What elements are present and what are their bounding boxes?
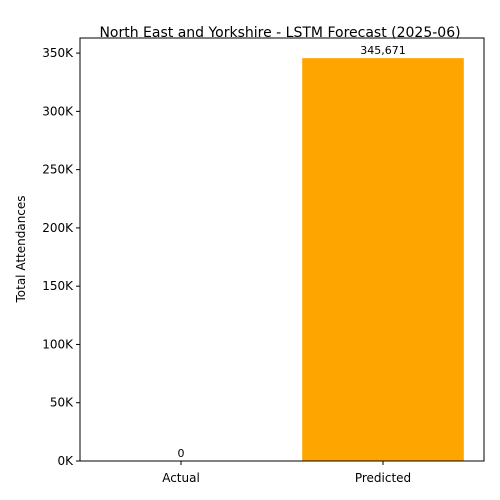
data-label-predicted: 345,671 bbox=[360, 44, 406, 57]
y-tick-label: 100K bbox=[42, 337, 74, 351]
y-tick-label: 250K bbox=[42, 163, 74, 177]
bar-predicted bbox=[302, 58, 464, 461]
plot-area: 0 Actual 345,671 Predicted 0K 50K 100K 150K 200K… bbox=[42, 37, 485, 485]
x-tick-label: Predicted bbox=[355, 471, 411, 485]
y-tick-label: 50K bbox=[50, 396, 74, 410]
y-tick-label: 350K bbox=[42, 46, 74, 60]
y-tick-label: 200K bbox=[42, 221, 74, 235]
x-tick-label: Actual bbox=[162, 471, 200, 485]
y-axis-label: Total Attendances bbox=[14, 195, 28, 303]
chart-title: North East and Yorkshire - LSTM Forecast… bbox=[99, 25, 460, 41]
y-tick-label: 300K bbox=[42, 104, 74, 118]
y-tick-label: 0K bbox=[57, 454, 74, 468]
plot-frame bbox=[79, 37, 485, 462]
data-label-actual: 0 bbox=[178, 447, 185, 460]
y-tick-label: 150K bbox=[42, 279, 74, 293]
